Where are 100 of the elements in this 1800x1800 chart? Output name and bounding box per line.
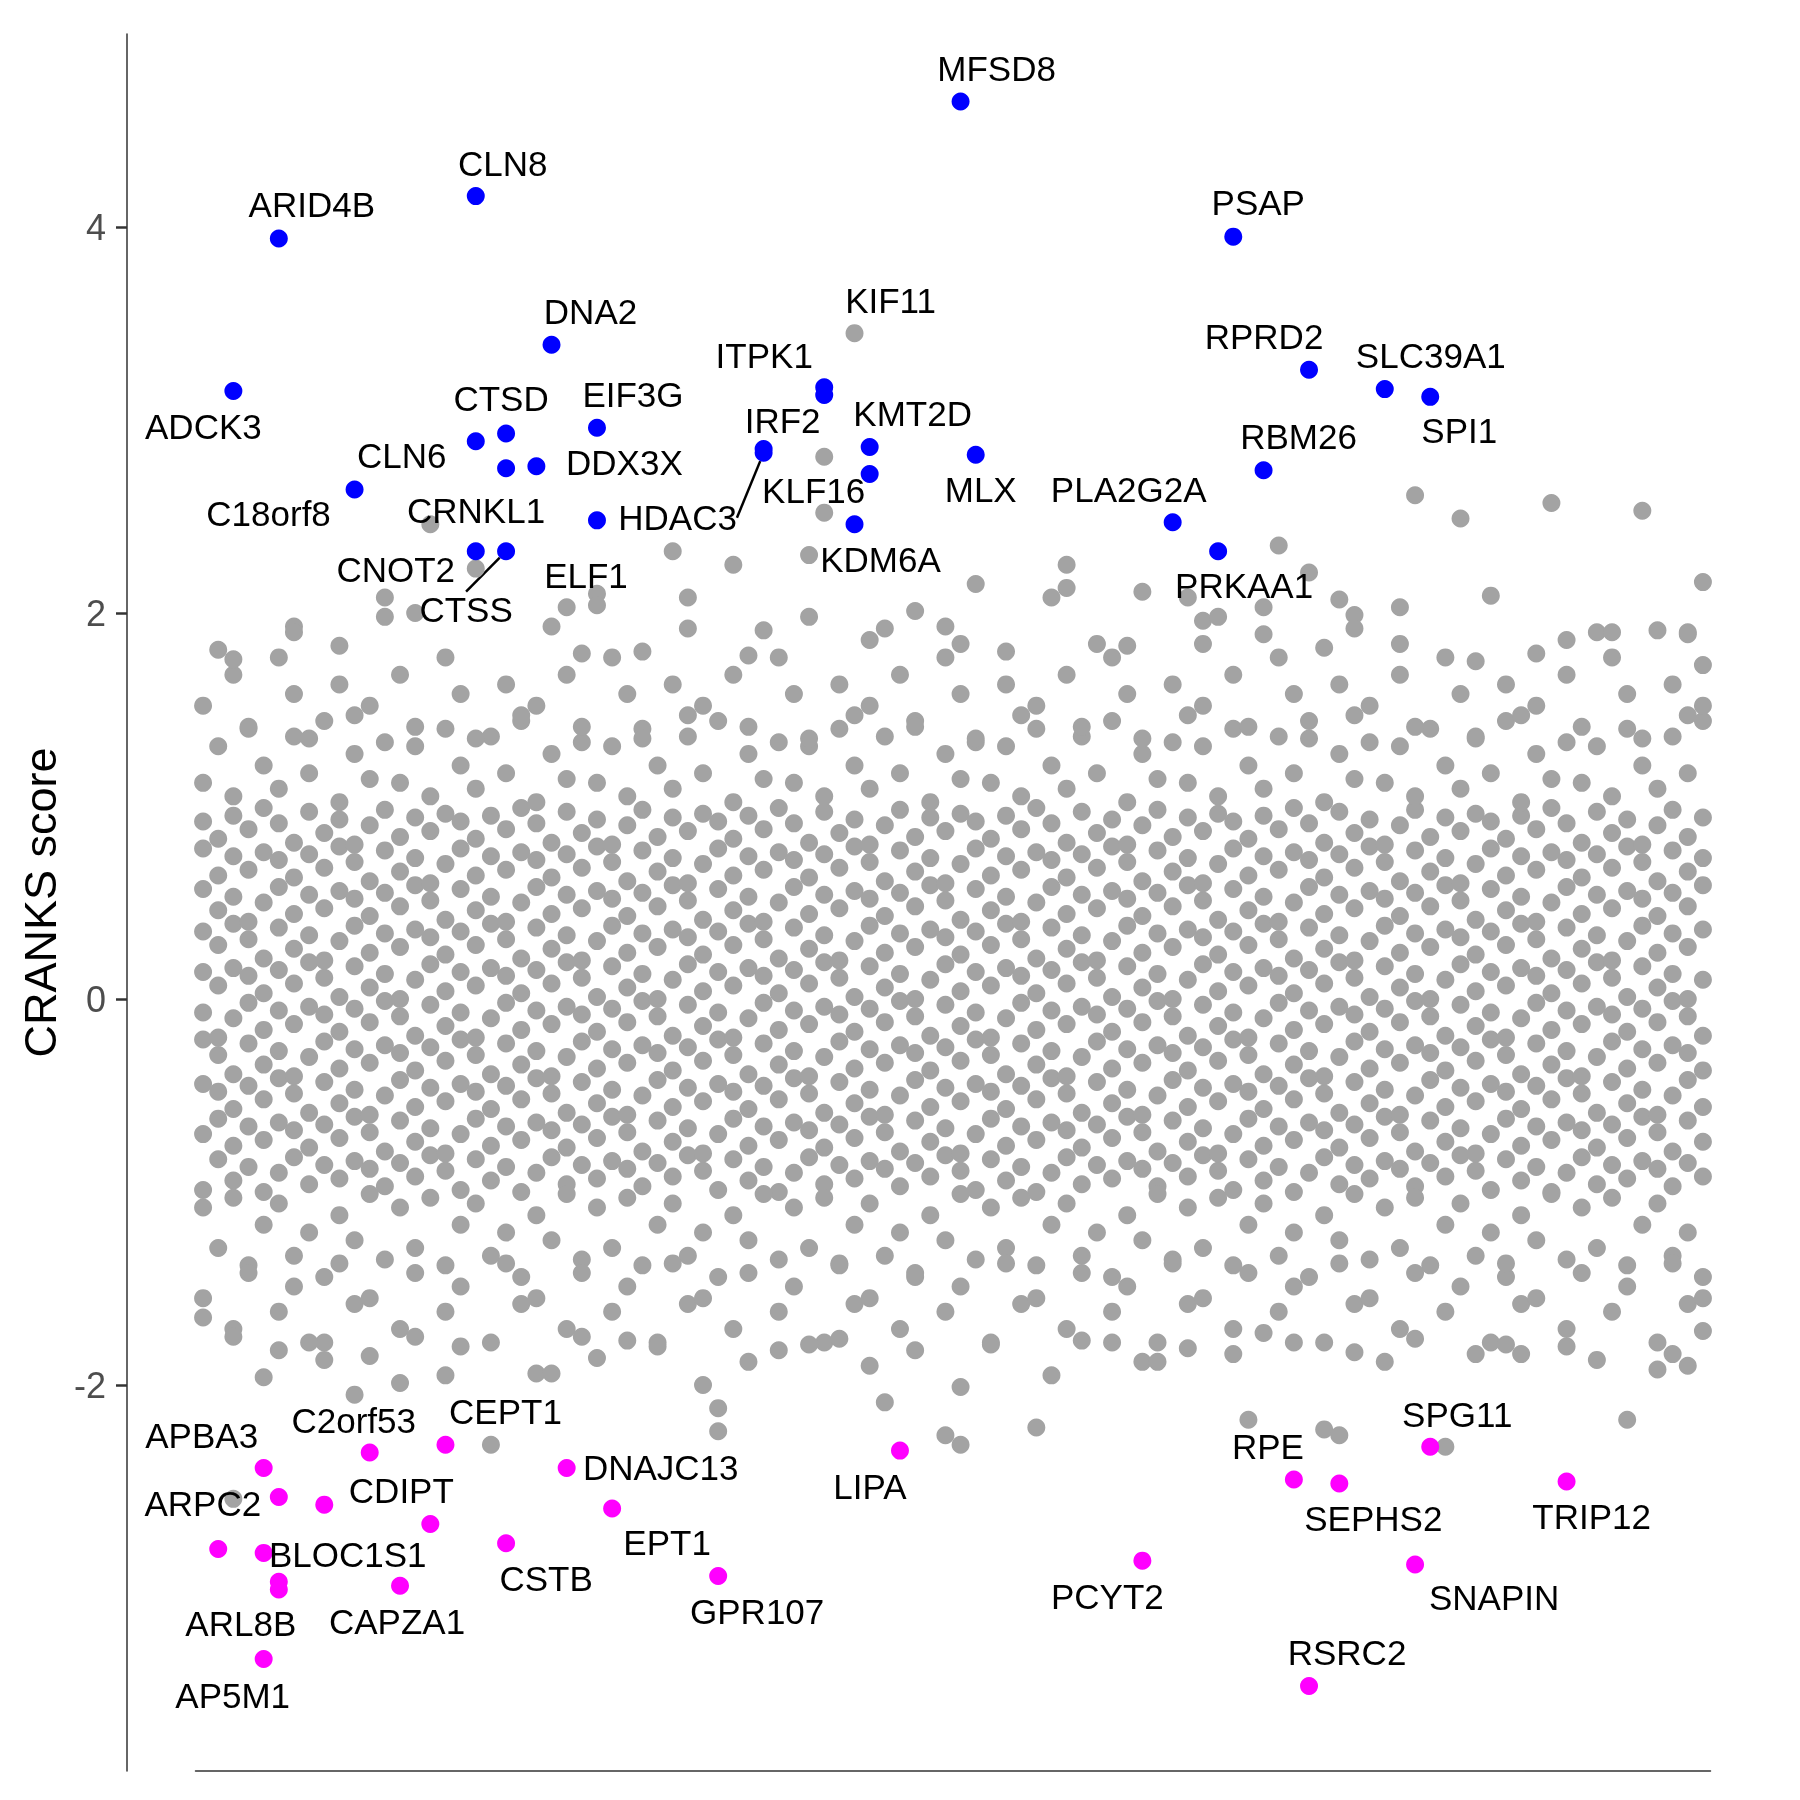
point	[1406, 486, 1425, 505]
point	[375, 607, 394, 626]
point	[1254, 461, 1273, 480]
point	[572, 1327, 591, 1346]
data-label: MLX	[944, 470, 1017, 510]
point	[360, 1347, 379, 1366]
data-label: IRF2	[744, 401, 821, 441]
data-label: PSAP	[1211, 183, 1305, 223]
point	[1390, 598, 1409, 617]
point	[709, 1399, 728, 1418]
point	[845, 515, 864, 534]
point	[845, 324, 864, 343]
point	[254, 1543, 273, 1562]
data-label: CLN6	[357, 435, 447, 475]
point	[860, 1356, 879, 1375]
point	[497, 459, 516, 478]
point	[572, 644, 591, 663]
point	[997, 642, 1016, 661]
point	[709, 1567, 728, 1586]
point	[1436, 1437, 1455, 1456]
point	[481, 1435, 500, 1454]
data-label: GPR107	[690, 1591, 825, 1631]
y-axis-title: CRANKS score	[15, 747, 66, 1058]
point	[345, 1385, 364, 1404]
point	[587, 511, 606, 530]
point	[906, 1341, 925, 1360]
point	[1087, 634, 1106, 653]
point	[694, 1376, 713, 1394]
point	[436, 1435, 455, 1454]
point	[466, 542, 485, 561]
data-label: RPE	[1231, 1427, 1304, 1467]
data-label: RBM26	[1240, 416, 1357, 456]
point	[1072, 1331, 1091, 1350]
point	[709, 1422, 728, 1441]
point	[830, 1329, 849, 1348]
point	[557, 1458, 576, 1477]
data-label: SPI1	[1421, 411, 1498, 451]
point	[890, 1441, 909, 1460]
point	[330, 636, 349, 655]
point	[1300, 1677, 1319, 1696]
point	[739, 1352, 758, 1371]
point	[618, 1331, 637, 1350]
data-label: RPRD2	[1204, 317, 1324, 357]
point	[739, 646, 758, 665]
point	[1042, 1366, 1061, 1385]
data-label: CAPZA1	[328, 1602, 466, 1642]
data-label: ARPC2	[144, 1484, 262, 1524]
point	[345, 480, 364, 499]
point	[1693, 573, 1712, 592]
data-label: SPG11	[1402, 1395, 1513, 1435]
point	[1375, 1352, 1394, 1371]
point	[1315, 638, 1334, 657]
point	[1663, 1345, 1682, 1364]
point	[966, 445, 985, 464]
data-label: CTSD	[453, 379, 549, 419]
point	[1345, 1343, 1364, 1362]
point	[1027, 1418, 1046, 1437]
data-label: CNOT2	[336, 549, 456, 589]
point	[1557, 1472, 1576, 1491]
point	[466, 432, 485, 451]
point	[391, 1576, 410, 1595]
point	[224, 650, 243, 669]
point	[406, 1327, 425, 1346]
data-label: KIF11	[845, 280, 936, 320]
data-label: SEPHS2	[1304, 1498, 1443, 1538]
y-tick-label: -2	[73, 1364, 106, 1406]
data-label: CSTB	[499, 1558, 593, 1598]
point	[209, 1540, 228, 1559]
point	[1542, 493, 1561, 512]
point	[1118, 636, 1137, 655]
point	[1512, 1345, 1531, 1364]
point	[1315, 1420, 1334, 1439]
point	[1421, 387, 1440, 406]
point	[497, 542, 516, 561]
data-label: CLN8	[458, 143, 548, 183]
point	[1209, 607, 1228, 626]
point	[800, 607, 819, 626]
point	[936, 1426, 955, 1445]
point	[1466, 1345, 1485, 1364]
data-label: KMT2D	[853, 393, 972, 433]
data-label: EIF3G	[582, 375, 684, 415]
point	[1133, 1352, 1152, 1371]
data-label: DNAJC13	[582, 1448, 739, 1488]
point	[542, 617, 561, 636]
point	[663, 542, 682, 561]
point	[527, 457, 546, 476]
point	[587, 1348, 606, 1367]
point	[1330, 1426, 1349, 1445]
data-label: KLF16	[762, 470, 866, 510]
point	[194, 1308, 213, 1327]
point	[1557, 1337, 1576, 1356]
point	[466, 559, 485, 578]
point	[860, 631, 879, 650]
data-label: SNAPIN	[1428, 1577, 1560, 1617]
data-label: ITPK1	[715, 335, 813, 375]
point	[1133, 1551, 1152, 1570]
y-tick-label: 4	[85, 206, 106, 248]
point	[1224, 1345, 1243, 1364]
data-label: ARID4B	[248, 185, 376, 225]
point	[1390, 634, 1409, 653]
